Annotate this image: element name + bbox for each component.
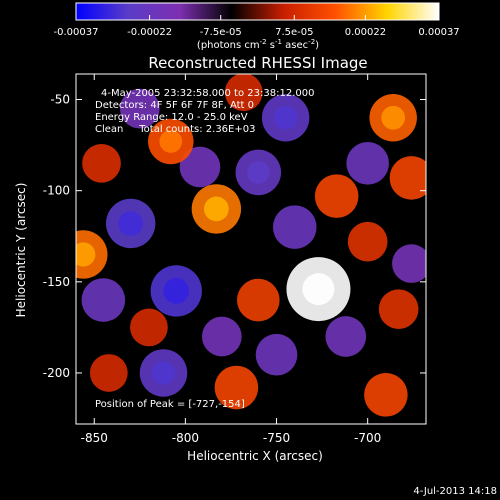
- colorbar-tick-label: 0.00022: [345, 27, 386, 38]
- x-tick-label: -700: [354, 431, 381, 445]
- peak-position: Position of Peak = [-727,-154]: [95, 399, 245, 410]
- info-line-detectors: Detectors: 4F 5F 6F 7F 8F, Att 0: [95, 100, 254, 111]
- x-axis-ticks: -850 -800 -750 -700: [81, 74, 381, 445]
- colorbar-units: (photons cm-2 s-1 asec-2): [197, 38, 319, 51]
- y-tick-label: -50: [50, 93, 70, 107]
- negative-lobe: [179, 146, 221, 188]
- y-axis-label: Heliocentric Y (arcsec): [14, 183, 28, 318]
- plot-title: Reconstructed RHESSI Image: [148, 54, 367, 72]
- source-core: [381, 105, 406, 130]
- source-core: [246, 161, 270, 184]
- info-line-time: 4-May-2005 23:32:58.000 to 23:38:12.000: [101, 88, 314, 99]
- negative-lobe: [325, 316, 367, 357]
- emission-source: [89, 354, 128, 392]
- negative-lobe: [392, 244, 426, 283]
- y-axis-ticks: -50 -100 -150 -200: [43, 93, 426, 380]
- x-axis-label: Heliocentric X (arcsec): [187, 449, 323, 463]
- colorbar-ticks: -0.00037 -0.00022 -7.5e-05 7.5e-05 0.00022 0.…: [54, 15, 460, 38]
- source-core: [118, 211, 144, 236]
- y-tick-label: -150: [43, 275, 70, 289]
- colorbar-tick-label: -7.5e-05: [200, 27, 242, 38]
- source-core: [204, 196, 229, 222]
- source-core: [163, 278, 190, 304]
- colorbar: -0.00037 -0.00022 -7.5e-05 7.5e-05 0.00022 0.…: [54, 2, 460, 51]
- axes: -850 -800 -750 -700 -50 -100 -150 -200: [43, 73, 427, 445]
- emission-source: [364, 373, 408, 417]
- emission-source: [314, 174, 359, 218]
- negative-lobe: [81, 278, 126, 322]
- x-tick-label: -750: [263, 431, 290, 445]
- source-core: [302, 273, 335, 306]
- source-core: [273, 105, 298, 130]
- x-tick-label: -800: [172, 431, 199, 445]
- y-tick-label: -200: [43, 366, 70, 380]
- negative-lobe: [201, 316, 242, 357]
- emission-source: [82, 143, 121, 183]
- negative-lobe: [272, 205, 317, 249]
- timestamp: 4-Jul-2013 14:18: [413, 486, 497, 497]
- source-core: [159, 130, 183, 153]
- emission-source: [378, 289, 419, 329]
- source-core: [76, 242, 96, 267]
- colorbar-tick-label: -0.00037: [54, 27, 99, 38]
- heatmap-image: [76, 74, 426, 424]
- info-line-clean: Clean Total counts: 2.36E+03: [95, 124, 255, 135]
- info-block: 4-May-2005 23:32:58.000 to 23:38:12.000 …: [95, 88, 314, 135]
- y-tick-label: -100: [43, 184, 70, 198]
- emission-source: [224, 74, 263, 112]
- emission-source: [130, 308, 168, 347]
- colorbar-tick-label: 7.5e-05: [275, 27, 313, 38]
- emission-source: [214, 365, 259, 410]
- negative-lobe: [119, 88, 160, 129]
- emission-source: [347, 221, 388, 262]
- info-line-energy: Energy Range: 12.0 - 25.0 keV: [95, 112, 248, 123]
- plot-frame: [75, 73, 427, 425]
- emission-source: [236, 278, 280, 322]
- emission-source: [389, 156, 426, 200]
- colorbar-scale: [75, 2, 440, 21]
- heatmap-sources: [76, 74, 426, 417]
- negative-lobe: [255, 333, 298, 376]
- source-core: [151, 361, 176, 385]
- colorbar-tick-label: -0.00022: [127, 27, 172, 38]
- negative-lobe: [346, 142, 389, 185]
- x-tick-label: -850: [81, 431, 108, 445]
- colorbar-tick-label: 0.00037: [418, 27, 459, 38]
